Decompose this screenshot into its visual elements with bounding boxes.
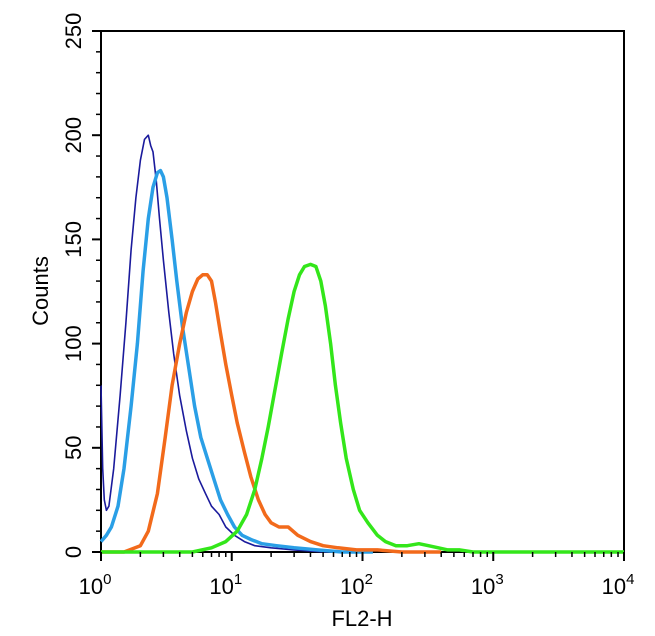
y-tick-label: 250 bbox=[61, 13, 86, 50]
y-minor-ticks bbox=[96, 51, 101, 532]
series-dark-blue bbox=[100, 134, 363, 553]
series-orange bbox=[101, 273, 442, 554]
series-layer bbox=[99, 134, 624, 554]
y-tick-label: 100 bbox=[61, 325, 86, 362]
y-axis: 0 50 100 150 200 250 bbox=[61, 13, 101, 558]
y-axis-label: Counts bbox=[28, 256, 53, 326]
y-tick-label: 200 bbox=[61, 117, 86, 154]
x-tick-label: 103 bbox=[471, 571, 504, 599]
series-green bbox=[101, 262, 624, 554]
x-axis-label: FL2-H bbox=[331, 606, 392, 631]
x-axis: 100 101 102 103 104 bbox=[79, 552, 635, 599]
x-tick-label: 100 bbox=[79, 571, 112, 599]
x-tick-label: 104 bbox=[602, 571, 635, 599]
y-tick-label: 150 bbox=[61, 221, 86, 258]
x-tick-label: 101 bbox=[209, 571, 242, 599]
y-tick-label: 50 bbox=[61, 436, 86, 460]
x-tick-label: 102 bbox=[340, 571, 373, 599]
y-tick-label: 0 bbox=[61, 546, 86, 558]
x-minor-ticks bbox=[139, 552, 619, 557]
